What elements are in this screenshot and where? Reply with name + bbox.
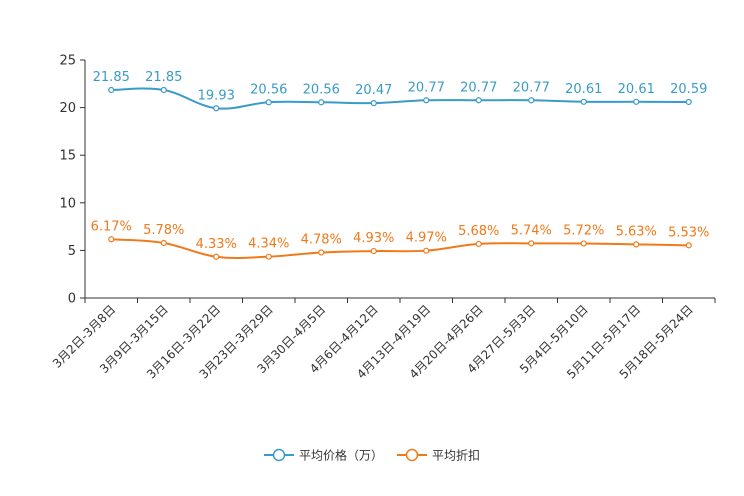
data-point[interactable] xyxy=(370,247,377,255)
data-point[interactable] xyxy=(108,236,115,243)
y-tick-label: 25 xyxy=(59,54,76,69)
legend-marker-icon xyxy=(405,448,419,462)
y-tick-label: 0 xyxy=(68,292,76,307)
data-label: 20.56 xyxy=(250,82,287,97)
y-tick-label: 10 xyxy=(59,196,76,211)
data-label: 20.59 xyxy=(670,82,707,97)
series-layer: 21.85 21.85 19.93 20.56 20.56 20.47 20.77 20.77… xyxy=(91,70,709,260)
data-label: 20.47 xyxy=(355,83,392,98)
data-label: 19.93 xyxy=(198,88,235,103)
data-point[interactable] xyxy=(633,98,640,105)
data-label: 20.61 xyxy=(565,82,602,97)
data-point[interactable] xyxy=(580,240,587,247)
data-point[interactable] xyxy=(423,247,430,254)
data-label: 21.85 xyxy=(145,70,182,85)
data-label: 6.17% xyxy=(91,219,132,234)
data-point[interactable] xyxy=(475,97,482,104)
series-line xyxy=(111,238,689,260)
data-point[interactable] xyxy=(685,242,692,249)
data-point[interactable] xyxy=(213,253,220,260)
data-label: 4.97% xyxy=(406,231,447,246)
data-point[interactable] xyxy=(318,249,325,256)
data-point[interactable] xyxy=(213,105,220,112)
data-point[interactable] xyxy=(580,98,587,105)
data-label: 21.85 xyxy=(93,70,130,85)
y-tick-label: 20 xyxy=(59,101,76,116)
series-0: 21.85 21.85 19.93 20.56 20.56 20.47 20.77 20.77… xyxy=(93,70,707,112)
data-label: 5.72% xyxy=(563,224,604,239)
data-point[interactable] xyxy=(108,86,115,94)
series-line xyxy=(111,87,689,110)
legend-item-0[interactable]: 平均价格（万） xyxy=(263,448,383,463)
data-label: 5.74% xyxy=(511,223,552,238)
data-label: 4.33% xyxy=(196,237,237,252)
data-label: 4.78% xyxy=(301,232,342,247)
legend-item-1[interactable]: 平均折扣 xyxy=(397,448,480,463)
y-tick-label: 15 xyxy=(59,149,76,164)
data-label: 20.77 xyxy=(513,80,550,95)
data-label: 20.56 xyxy=(303,82,340,97)
y-tick-label: 5 xyxy=(68,244,76,259)
data-point[interactable] xyxy=(370,100,377,107)
x-axis-ticks: 3月2日-3月8日3月9日-3月15日3月16日-3月22日3月23日-3月29… xyxy=(50,298,716,382)
data-point[interactable] xyxy=(423,97,430,104)
legend-label: 平均价格（万） xyxy=(299,448,383,463)
legend: 平均价格（万） 平均折扣 xyxy=(263,448,480,463)
series-1: 6.17% 5.78% 4.33% 4.34% 4.78% 4.93% 4.97% 5.68%… xyxy=(91,219,709,260)
data-point[interactable] xyxy=(528,240,535,247)
data-point[interactable] xyxy=(318,99,325,106)
data-label: 20.77 xyxy=(408,80,445,95)
legend-marker-icon xyxy=(272,448,286,462)
data-point[interactable] xyxy=(685,98,692,106)
data-label: 4.34% xyxy=(248,237,289,252)
data-point[interactable] xyxy=(475,240,482,248)
data-point[interactable] xyxy=(528,97,535,104)
data-point[interactable] xyxy=(160,86,167,94)
data-label: 20.61 xyxy=(618,82,655,97)
data-point[interactable] xyxy=(160,239,167,247)
data-label: 5.68% xyxy=(458,224,499,239)
data-label: 5.53% xyxy=(668,225,709,240)
data-label: 20.77 xyxy=(460,80,497,95)
y-axis-ticks: 0 5 10 15 20 25 xyxy=(59,54,85,307)
data-label: 4.93% xyxy=(353,231,394,246)
data-point[interactable] xyxy=(265,99,272,106)
legend-label: 平均折扣 xyxy=(432,448,480,463)
data-label: 5.63% xyxy=(616,224,657,239)
data-label: 5.78% xyxy=(143,223,184,238)
data-point[interactable] xyxy=(633,241,640,248)
data-point[interactable] xyxy=(265,253,272,260)
